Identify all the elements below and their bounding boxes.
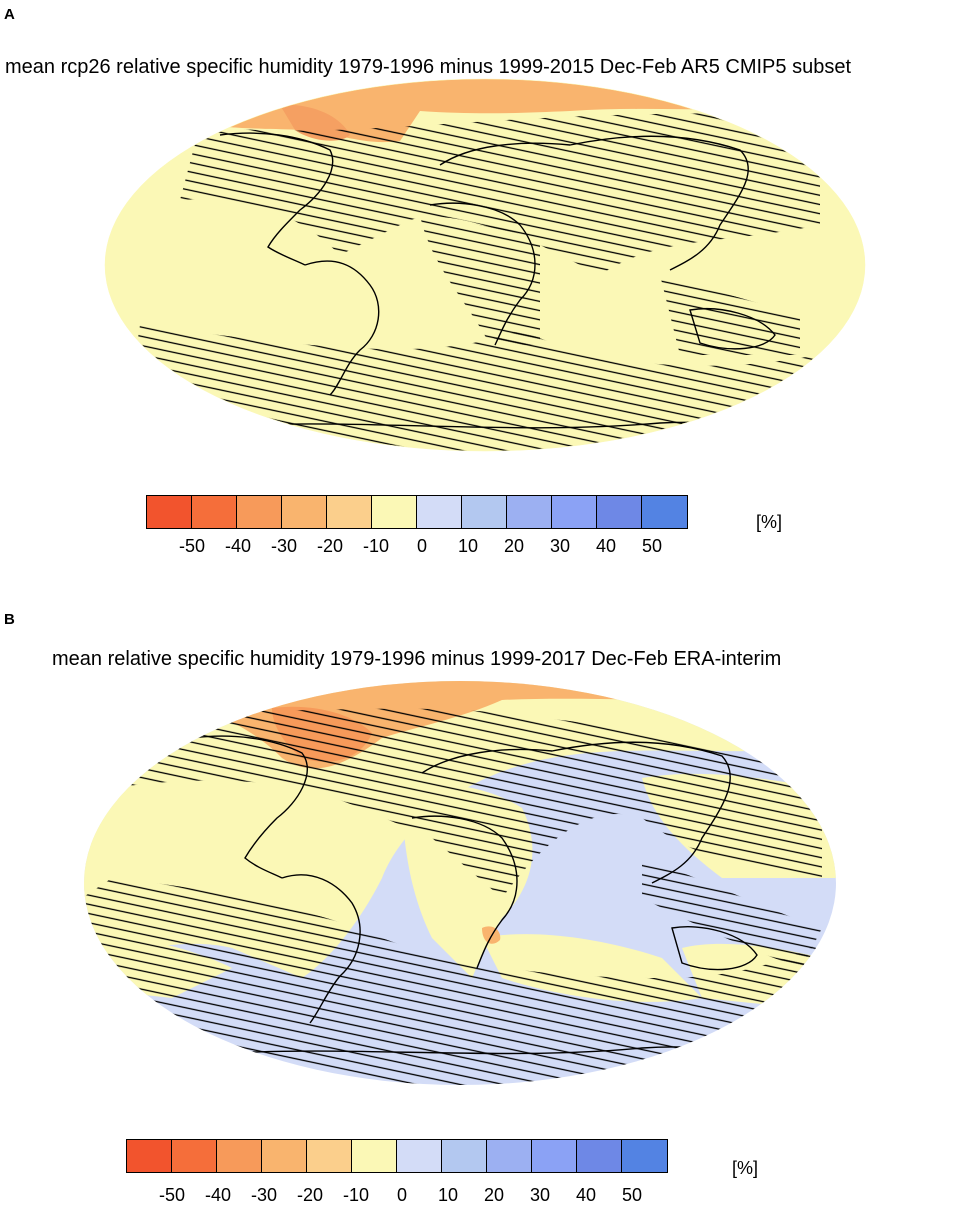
colorbar-tick-label: -30	[250, 1185, 278, 1205]
colorbar-cell	[237, 496, 282, 528]
colorbar-cell	[417, 496, 462, 528]
panel-a-map	[104, 78, 866, 452]
panel-b-title: mean relative specific humidity 1979-199…	[52, 648, 782, 670]
colorbar-tick-label: 0	[396, 1185, 408, 1205]
panel-b-colorbar	[126, 1139, 668, 1173]
colorbar-cell	[532, 1140, 577, 1172]
colorbar-cell	[127, 1140, 172, 1172]
colorbar-cell	[372, 496, 417, 528]
panel-a-title: mean rcp26 relative specific humidity 19…	[5, 56, 851, 78]
colorbar-tick-label: -10	[342, 1185, 370, 1205]
panel-a-letter: A	[4, 6, 15, 23]
colorbar-cell	[192, 496, 237, 528]
colorbar-tick-label: 30	[549, 536, 571, 556]
panel-b-map	[84, 681, 836, 1085]
colorbar-tick-label: 50	[621, 1185, 643, 1205]
colorbar-cell	[282, 496, 327, 528]
panel-a-colorbar	[146, 495, 688, 529]
colorbar-cell	[552, 496, 597, 528]
colorbar-tick-label: 20	[503, 536, 525, 556]
colorbar-cell	[172, 1140, 217, 1172]
panel-b-colorbar-ticks: -50 -40 -30 -20 -10 0 10 20 30 40 50	[126, 1185, 678, 1209]
colorbar-tick-label: 30	[529, 1185, 551, 1205]
colorbar-cell	[262, 1140, 307, 1172]
colorbar-cell	[577, 1140, 622, 1172]
colorbar-cell	[507, 496, 552, 528]
panel-a-unit-label: [%]	[756, 512, 783, 532]
colorbar-cell	[307, 1140, 352, 1172]
colorbar-cell	[642, 496, 687, 528]
colorbar-cell	[217, 1140, 262, 1172]
colorbar-cell	[442, 1140, 487, 1172]
colorbar-tick-label: -30	[270, 536, 298, 556]
colorbar-tick-label: -20	[296, 1185, 324, 1205]
colorbar-cell	[487, 1140, 532, 1172]
colorbar-tick-label: -20	[316, 536, 344, 556]
colorbar-cell	[622, 1140, 667, 1172]
colorbar-tick-label: 10	[457, 536, 479, 556]
colorbar-tick-label: 40	[595, 536, 617, 556]
colorbar-cell	[397, 1140, 442, 1172]
colorbar-tick-label: 0	[416, 536, 428, 556]
colorbar-tick-label: -50	[158, 1185, 186, 1205]
colorbar-cell	[147, 496, 192, 528]
colorbar-tick-label: 50	[641, 536, 663, 556]
panel-b-unit-label: [%]	[732, 1158, 759, 1178]
colorbar-tick-label: 40	[575, 1185, 597, 1205]
colorbar-tick-label: 20	[483, 1185, 505, 1205]
colorbar-cell	[597, 496, 642, 528]
colorbar-tick-label: -40	[224, 536, 252, 556]
colorbar-cell	[462, 496, 507, 528]
panel-a-colorbar-ticks: -50 -40 -30 -20 -10 0 10 20 30 40 50	[146, 536, 698, 560]
colorbar-cell	[327, 496, 372, 528]
panel-b-letter: B	[4, 611, 15, 628]
colorbar-tick-label: 10	[437, 1185, 459, 1205]
colorbar-tick-label: -50	[178, 536, 206, 556]
colorbar-tick-label: -10	[362, 536, 390, 556]
colorbar-tick-label: -40	[204, 1185, 232, 1205]
colorbar-cell	[352, 1140, 397, 1172]
